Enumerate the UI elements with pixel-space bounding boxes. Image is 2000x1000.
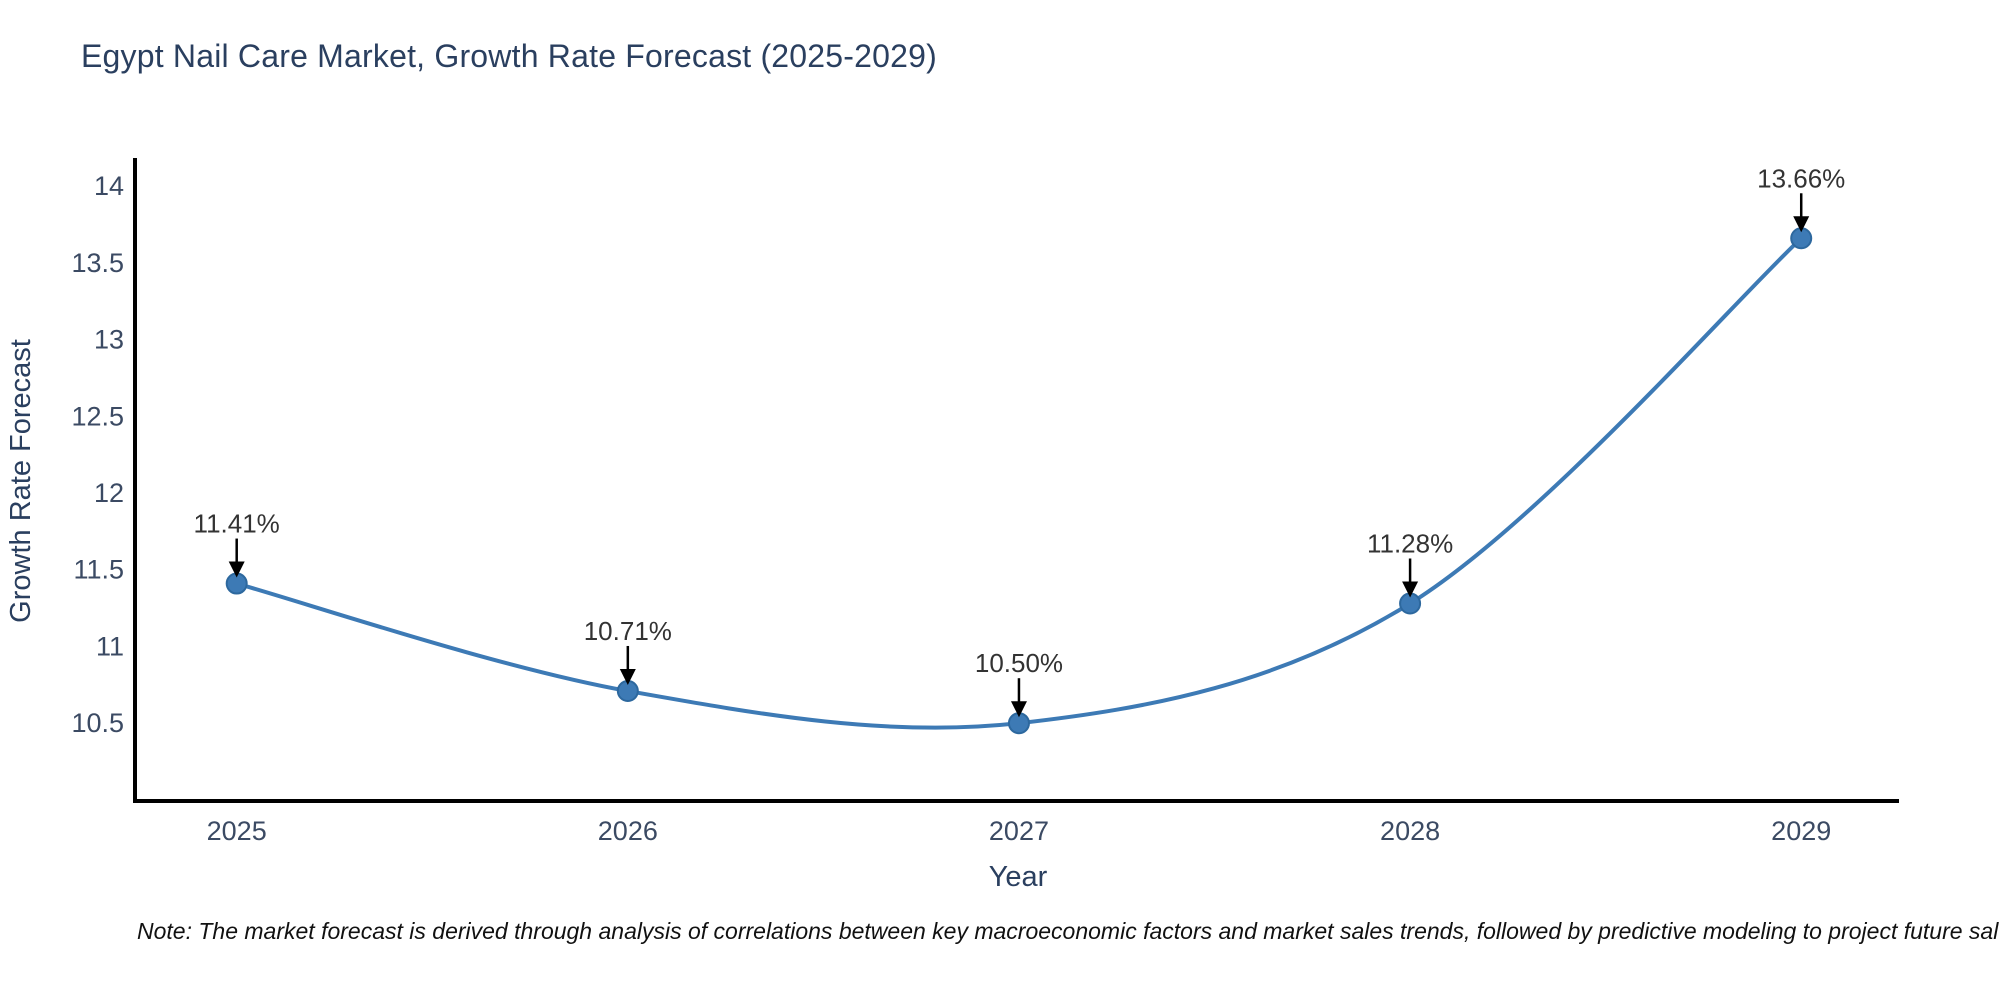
axis-lines: [133, 158, 1899, 803]
annotation-arrowhead-icon: [1793, 216, 1810, 233]
point-value-label: 11.41%: [194, 509, 280, 539]
x-tick-label: 2028: [1380, 816, 1440, 846]
annotation-arrowhead-icon: [1010, 701, 1027, 718]
point-annotations: 11.41% 10.71% 10.50% 11.28% 13.66%: [194, 163, 1845, 718]
annotation-arrowhead-icon: [1402, 581, 1419, 598]
x-axis-tick-labels: 2025 2026 2027 2028 2029: [207, 816, 1832, 846]
point-value-label: 10.50%: [975, 648, 1063, 678]
y-tick-label: 12: [94, 478, 124, 508]
y-tick-label: 14: [94, 171, 124, 201]
y-axis-title: Growth Rate Forecast: [5, 339, 37, 623]
y-tick-label: 10.5: [71, 708, 124, 738]
x-tick-label: 2026: [598, 816, 658, 846]
x-tick-label: 2029: [1771, 816, 1831, 846]
y-tick-label: 11: [96, 631, 124, 661]
chart-title: Egypt Nail Care Market, Growth Rate Fore…: [81, 38, 937, 74]
annotation-arrowhead-icon: [619, 668, 636, 685]
x-tick-label: 2025: [207, 816, 267, 846]
point-value-label: 11.28%: [1367, 529, 1453, 559]
footnote: Note: The market forecast is derived thr…: [137, 918, 1999, 944]
data-series: [225, 227, 1813, 735]
x-axis-title: Year: [989, 861, 1048, 893]
y-axis-tick-labels: 10.5 11 11.5 12 12.5 13 13.5 14: [71, 171, 124, 738]
x-tick-label: 2027: [989, 816, 1049, 846]
annotation-arrowhead-icon: [228, 561, 245, 578]
point-value-label: 13.66%: [1757, 163, 1845, 193]
y-tick-label: 11.5: [73, 555, 124, 585]
point-value-label: 10.71%: [584, 616, 672, 646]
y-tick-label: 13.5: [71, 248, 124, 278]
y-tick-label: 12.5: [71, 401, 124, 431]
forecast-line: [236, 236, 1803, 730]
y-tick-label: 13: [94, 325, 124, 355]
